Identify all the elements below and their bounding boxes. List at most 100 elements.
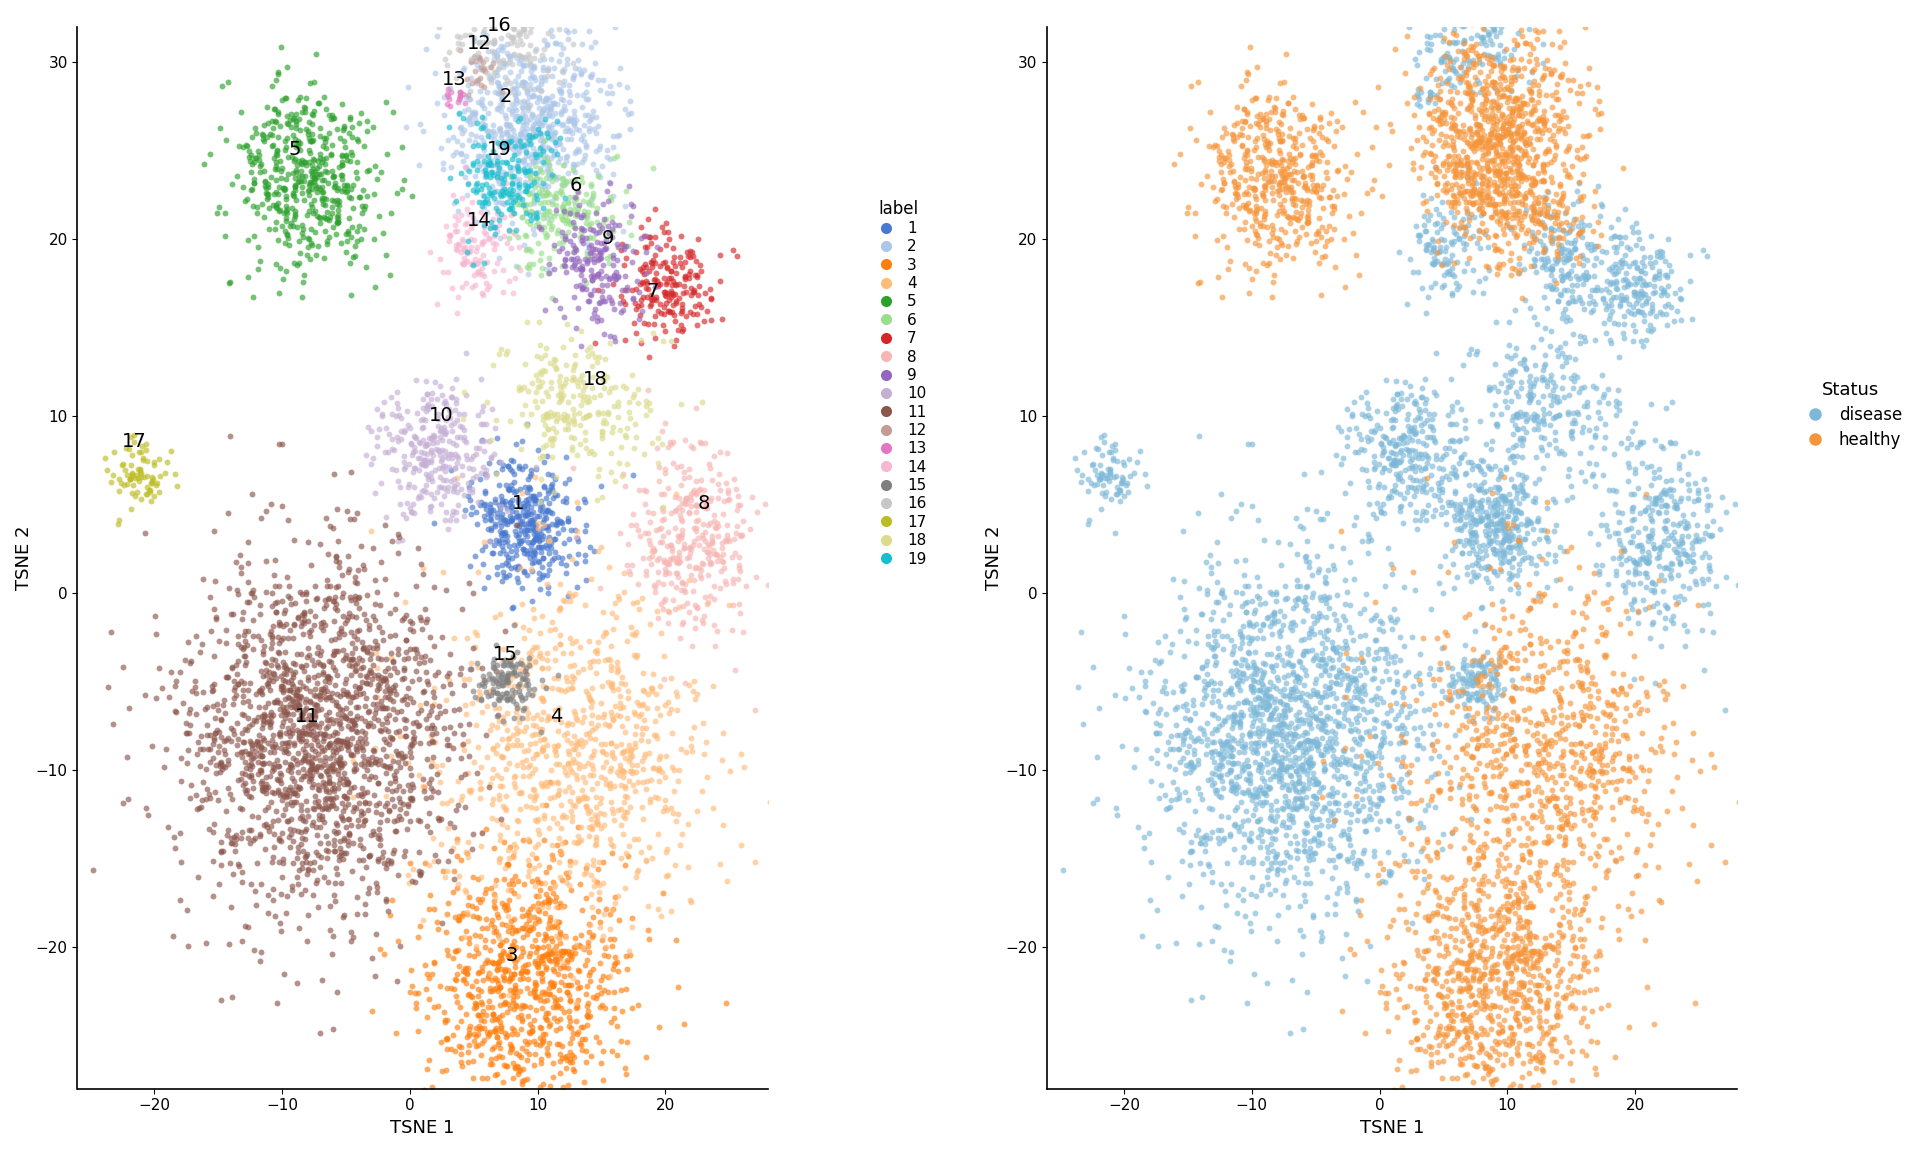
Point xyxy=(409,782,440,801)
Point xyxy=(1248,715,1279,734)
Point xyxy=(1288,599,1319,617)
Point xyxy=(1526,1046,1557,1064)
Point xyxy=(1555,423,1586,441)
Point xyxy=(323,214,353,233)
Point xyxy=(1380,397,1411,416)
Point xyxy=(492,554,522,573)
Point xyxy=(428,418,459,437)
Point xyxy=(680,283,710,302)
Point xyxy=(1620,321,1651,340)
Point xyxy=(1430,502,1461,521)
Point xyxy=(1551,664,1582,682)
Point xyxy=(1365,983,1396,1001)
Point xyxy=(1427,480,1457,499)
Point xyxy=(1630,487,1661,506)
Point xyxy=(586,81,616,99)
Point xyxy=(1599,852,1630,871)
Point xyxy=(488,639,518,658)
Point xyxy=(1478,498,1509,516)
Point xyxy=(1321,734,1352,752)
Point xyxy=(465,758,495,776)
Point xyxy=(674,538,705,556)
Point xyxy=(305,699,336,718)
Point xyxy=(1501,465,1532,484)
Point xyxy=(505,801,536,819)
Point xyxy=(553,212,584,230)
Point xyxy=(536,621,566,639)
Point xyxy=(407,431,438,449)
Point xyxy=(263,782,294,801)
Point xyxy=(566,222,597,241)
Point xyxy=(586,249,616,267)
Point xyxy=(467,1001,497,1020)
Point xyxy=(349,857,380,876)
Point xyxy=(1492,552,1523,570)
Point xyxy=(1476,939,1507,957)
Point xyxy=(1546,897,1576,916)
Point xyxy=(564,1018,595,1037)
Point xyxy=(230,192,261,211)
Point xyxy=(620,294,651,312)
Point xyxy=(1233,725,1263,743)
Point xyxy=(472,682,503,700)
Point xyxy=(1173,631,1204,650)
Point xyxy=(668,535,699,553)
Point xyxy=(1171,607,1202,626)
Text: 3: 3 xyxy=(505,946,518,965)
Point xyxy=(1281,782,1311,801)
Point xyxy=(1473,195,1503,213)
Point xyxy=(1551,632,1582,651)
Point xyxy=(1131,477,1162,495)
Point xyxy=(334,711,365,729)
Point xyxy=(1225,714,1256,733)
Point xyxy=(1236,922,1267,940)
Point xyxy=(1496,950,1526,969)
Point xyxy=(484,935,515,954)
Point xyxy=(1428,230,1459,249)
Point xyxy=(369,698,399,717)
Point xyxy=(1419,253,1450,272)
Point xyxy=(434,227,465,245)
Point xyxy=(1206,181,1236,199)
Point xyxy=(1476,995,1507,1014)
Point xyxy=(518,48,549,67)
Point xyxy=(1444,965,1475,984)
Point xyxy=(250,552,280,570)
Point xyxy=(507,207,538,226)
Point xyxy=(470,175,501,194)
Point xyxy=(532,643,563,661)
Point xyxy=(468,192,499,211)
Point xyxy=(580,988,611,1007)
Point xyxy=(524,493,555,511)
Point xyxy=(1425,1096,1455,1114)
Point xyxy=(1528,1024,1559,1043)
Point xyxy=(538,165,568,183)
Point xyxy=(586,954,616,972)
Point xyxy=(1496,130,1526,149)
Point xyxy=(497,214,528,233)
Point xyxy=(495,493,526,511)
Point xyxy=(515,832,545,850)
Point xyxy=(520,985,551,1003)
Point xyxy=(563,51,593,69)
Point xyxy=(1219,706,1250,725)
Point xyxy=(524,99,555,118)
Point xyxy=(522,528,553,546)
Point xyxy=(641,264,672,282)
Point xyxy=(1292,181,1323,199)
Point xyxy=(465,180,495,198)
Point xyxy=(1448,189,1478,207)
Point xyxy=(685,434,716,453)
Point xyxy=(1480,915,1511,933)
Point xyxy=(278,126,309,144)
Point xyxy=(553,415,584,433)
Point xyxy=(342,622,372,641)
Point xyxy=(561,943,591,962)
Point xyxy=(1229,755,1260,773)
Point xyxy=(1532,51,1563,69)
Point xyxy=(1540,725,1571,743)
Point xyxy=(1617,316,1647,334)
Point xyxy=(292,801,323,819)
Point xyxy=(574,965,605,984)
Point xyxy=(1613,548,1644,567)
